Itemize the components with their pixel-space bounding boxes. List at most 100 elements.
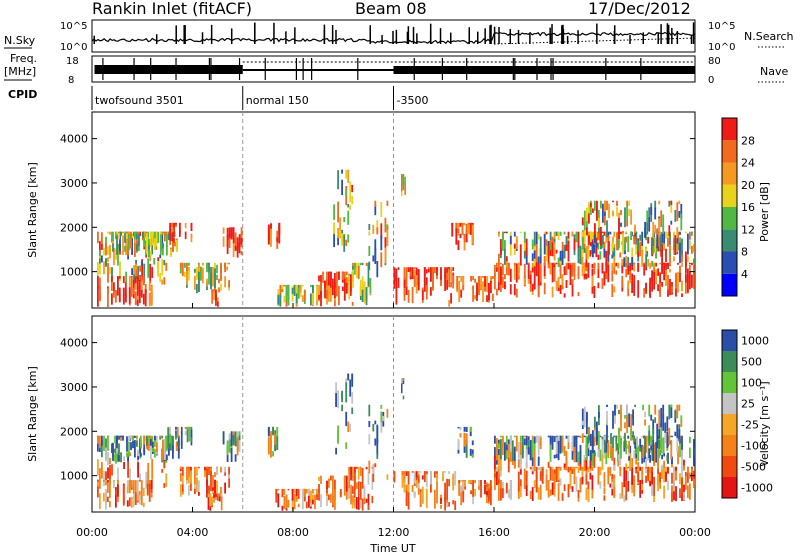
data-cell: [627, 481, 630, 492]
data-cell: [557, 257, 560, 267]
data-cell: [351, 373, 354, 387]
data-cell: [112, 442, 114, 461]
data-cell: [105, 259, 107, 267]
data-cell: [573, 446, 576, 463]
data-cell: [651, 448, 653, 461]
data-cell: [281, 488, 284, 498]
data-cell: [97, 480, 99, 498]
data-cell: [553, 238, 556, 243]
data-cell: [661, 454, 663, 460]
data-cell: [120, 231, 122, 236]
data-cell: [571, 265, 574, 277]
data-cell: [194, 477, 196, 485]
data-cell: [380, 223, 383, 240]
data-cell: [681, 449, 683, 460]
data-cell: [655, 451, 657, 463]
data-cell: [114, 448, 116, 454]
data-cell: [649, 466, 651, 474]
data-cell: [601, 262, 604, 274]
data-cell: [637, 262, 640, 272]
data-cell: [645, 469, 647, 474]
data-cell: [175, 426, 177, 430]
data-cell: [502, 438, 504, 456]
data-cell: [368, 245, 371, 256]
data-cell: [577, 243, 580, 264]
data-cell: [459, 433, 462, 438]
data-cell: [498, 443, 500, 449]
data-cell: [523, 263, 526, 283]
data-cell: [537, 234, 540, 240]
data-cell: [689, 262, 691, 265]
data-cell: [659, 282, 661, 297]
colorbar-tick-label: -25: [741, 419, 759, 432]
data-cell: [166, 454, 168, 461]
data-cell: [165, 473, 168, 487]
data-cell: [99, 254, 101, 275]
data-cell: [148, 483, 151, 502]
data-cell: [600, 200, 602, 209]
nsky-trace: [91, 22, 696, 45]
data-cell: [675, 466, 677, 481]
data-cell: [162, 243, 164, 249]
data-cell: [502, 263, 504, 276]
data-cell: [661, 281, 663, 287]
data-cell: [427, 267, 430, 269]
data-cell: [401, 383, 403, 394]
data-cell: [590, 450, 592, 461]
data-cell: [103, 248, 105, 256]
data-cell: [525, 248, 528, 265]
data-cell: [505, 435, 508, 451]
data-cell: [337, 237, 339, 246]
data-cell: [533, 250, 536, 259]
data-cell: [401, 471, 404, 474]
data-cell: [648, 207, 651, 222]
data-cell: [509, 241, 512, 256]
data-cell: [135, 260, 137, 279]
data-cell: [498, 466, 500, 480]
data-cell: [356, 497, 358, 510]
data-cell: [624, 422, 626, 429]
data-cell: [206, 466, 208, 469]
data-cell: [190, 234, 193, 243]
data-cell: [356, 263, 358, 279]
data-cell: [650, 436, 653, 453]
data-cell: [648, 404, 651, 417]
colorbar-swatch: [722, 435, 737, 456]
data-cell: [423, 267, 426, 277]
data-cell: [332, 475, 334, 495]
data-cell: [575, 435, 578, 440]
data-cell: [676, 433, 679, 452]
data-cell: [571, 435, 574, 452]
velocity-colorbar-label: Velocity [m s⁻¹]: [758, 381, 771, 466]
nsearch-tick-bottom: 10^0: [708, 42, 735, 53]
data-cell: [653, 275, 655, 290]
data-cell: [163, 455, 166, 468]
data-cell: [322, 271, 324, 278]
data-cell: [523, 250, 526, 259]
data-cell: [122, 485, 125, 506]
data-cell: [436, 486, 438, 504]
data-cell: [573, 435, 576, 447]
data-cell: [605, 444, 608, 465]
data-cell: [663, 485, 665, 499]
data-cell: [339, 217, 341, 239]
data-cell: [116, 231, 118, 237]
data-cell: [291, 497, 294, 511]
data-cell: [533, 449, 536, 470]
data-cell: [194, 466, 196, 481]
data-cell: [519, 466, 522, 475]
data-cell: [99, 468, 101, 489]
data-cell: [598, 411, 600, 418]
data-cell: [126, 436, 128, 452]
data-cell: [680, 213, 683, 231]
data-cell: [149, 255, 152, 262]
data-cell: [159, 254, 162, 259]
data-cell: [531, 267, 534, 272]
data-cell: [559, 231, 562, 236]
data-cell: [99, 493, 101, 499]
data-cell: [555, 249, 558, 254]
data-cell: [647, 258, 649, 267]
data-cell: [384, 237, 387, 256]
data-cell: [677, 271, 679, 293]
